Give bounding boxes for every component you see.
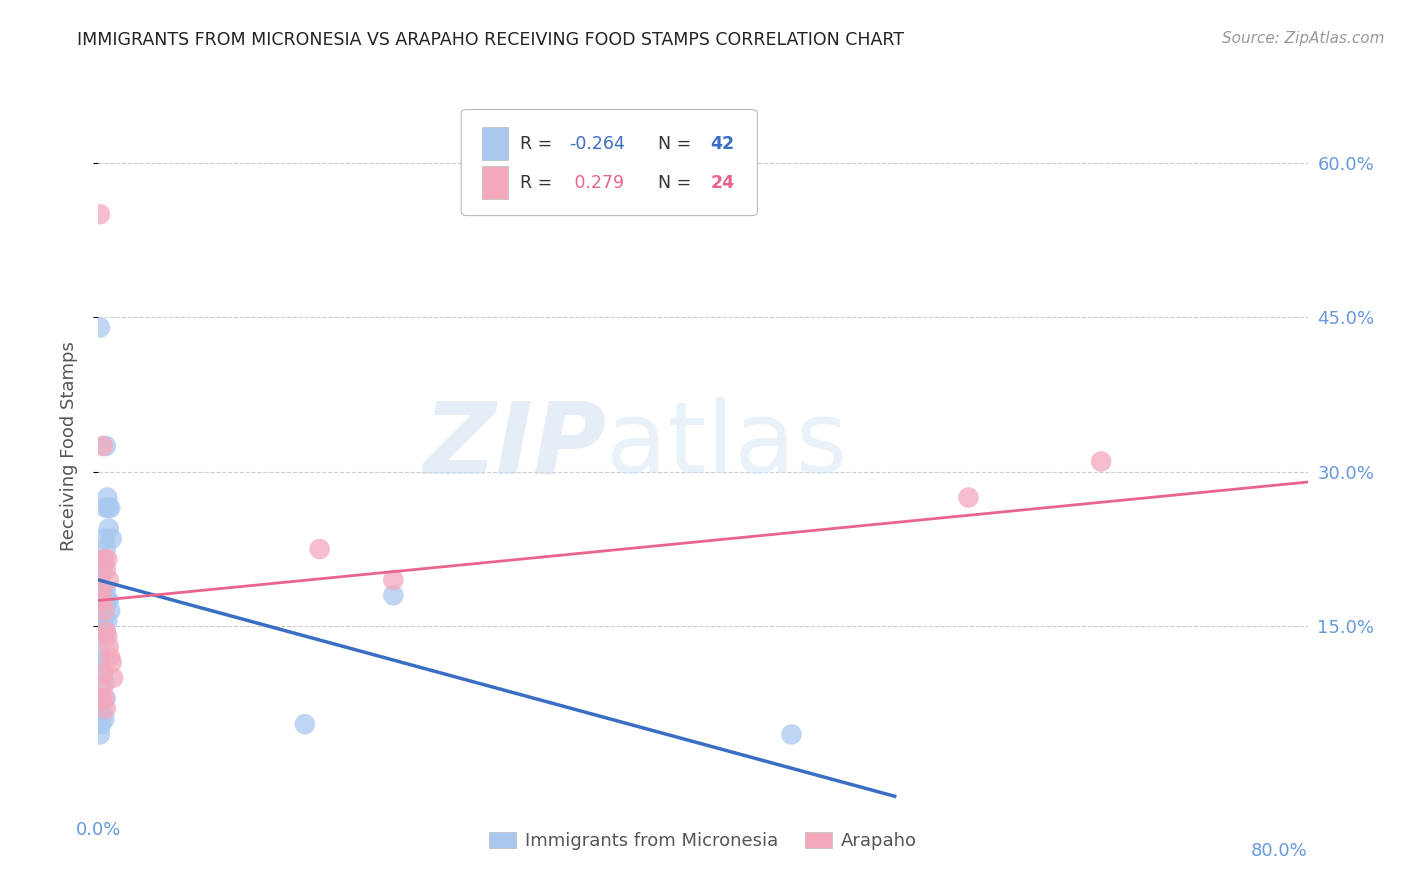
Point bbox=[89, 702, 111, 716]
Point bbox=[89, 645, 111, 659]
Text: ZIP: ZIP bbox=[423, 398, 606, 494]
Point bbox=[93, 532, 115, 546]
Point bbox=[90, 583, 112, 598]
Point bbox=[93, 604, 115, 618]
Point bbox=[91, 593, 114, 607]
Point bbox=[98, 650, 121, 665]
Point bbox=[93, 712, 115, 726]
Point bbox=[94, 439, 117, 453]
Text: 24: 24 bbox=[710, 174, 734, 192]
Point bbox=[93, 593, 115, 607]
Point bbox=[100, 532, 122, 546]
Point bbox=[94, 624, 117, 639]
Point bbox=[382, 573, 405, 587]
FancyBboxPatch shape bbox=[482, 128, 509, 161]
Text: 80.0%: 80.0% bbox=[1251, 842, 1308, 860]
Text: R =: R = bbox=[520, 135, 558, 153]
Point bbox=[89, 583, 111, 598]
Point bbox=[97, 521, 120, 535]
Point bbox=[90, 656, 112, 670]
Point bbox=[96, 593, 118, 607]
Point bbox=[89, 604, 111, 618]
Point bbox=[97, 573, 120, 587]
Point bbox=[93, 552, 115, 566]
Text: -0.264: -0.264 bbox=[569, 135, 624, 153]
Point bbox=[294, 717, 316, 731]
Point bbox=[93, 691, 115, 706]
Point bbox=[97, 593, 120, 607]
Point bbox=[90, 697, 112, 711]
Point bbox=[382, 588, 405, 602]
Point bbox=[90, 717, 112, 731]
Text: N =: N = bbox=[647, 174, 697, 192]
Text: 0.279: 0.279 bbox=[569, 174, 624, 192]
Point bbox=[91, 552, 114, 566]
Legend: Immigrants from Micronesia, Arapaho: Immigrants from Micronesia, Arapaho bbox=[481, 825, 925, 857]
Point bbox=[101, 671, 124, 685]
Text: IMMIGRANTS FROM MICRONESIA VS ARAPAHO RECEIVING FOOD STAMPS CORRELATION CHART: IMMIGRANTS FROM MICRONESIA VS ARAPAHO RE… bbox=[77, 31, 904, 49]
Point bbox=[91, 665, 114, 680]
Point bbox=[91, 563, 114, 577]
Point bbox=[91, 439, 114, 453]
Point bbox=[96, 630, 118, 644]
Point bbox=[94, 583, 117, 598]
Point bbox=[100, 656, 122, 670]
Point bbox=[89, 207, 111, 221]
FancyBboxPatch shape bbox=[461, 110, 758, 216]
Point bbox=[94, 563, 117, 577]
Point bbox=[97, 640, 120, 654]
Point bbox=[1090, 454, 1112, 468]
Point bbox=[98, 500, 121, 515]
Point bbox=[89, 573, 111, 587]
Point bbox=[89, 320, 111, 334]
Point bbox=[90, 691, 112, 706]
Point bbox=[94, 702, 117, 716]
Point bbox=[91, 624, 114, 639]
Point bbox=[91, 665, 114, 680]
Point bbox=[90, 604, 112, 618]
Point bbox=[94, 691, 117, 706]
Point bbox=[91, 706, 114, 721]
Point bbox=[96, 552, 118, 566]
Point bbox=[93, 583, 115, 598]
Point bbox=[89, 727, 111, 741]
Point bbox=[94, 500, 117, 515]
FancyBboxPatch shape bbox=[482, 166, 509, 199]
Text: atlas: atlas bbox=[606, 398, 848, 494]
Text: Source: ZipAtlas.com: Source: ZipAtlas.com bbox=[1222, 31, 1385, 46]
Point bbox=[94, 624, 117, 639]
Point bbox=[91, 614, 114, 628]
Text: N =: N = bbox=[647, 135, 697, 153]
Point bbox=[96, 614, 118, 628]
Point bbox=[308, 541, 330, 556]
Point bbox=[94, 541, 117, 556]
Y-axis label: Receiving Food Stamps: Receiving Food Stamps bbox=[59, 341, 77, 551]
Point bbox=[93, 676, 115, 690]
Point bbox=[957, 491, 980, 505]
Point bbox=[91, 593, 114, 607]
Point bbox=[90, 624, 112, 639]
Point bbox=[780, 727, 803, 741]
Point bbox=[97, 500, 120, 515]
Text: R =: R = bbox=[520, 174, 558, 192]
Point bbox=[98, 604, 121, 618]
Point bbox=[91, 681, 114, 695]
Text: 42: 42 bbox=[710, 135, 734, 153]
Point bbox=[96, 491, 118, 505]
